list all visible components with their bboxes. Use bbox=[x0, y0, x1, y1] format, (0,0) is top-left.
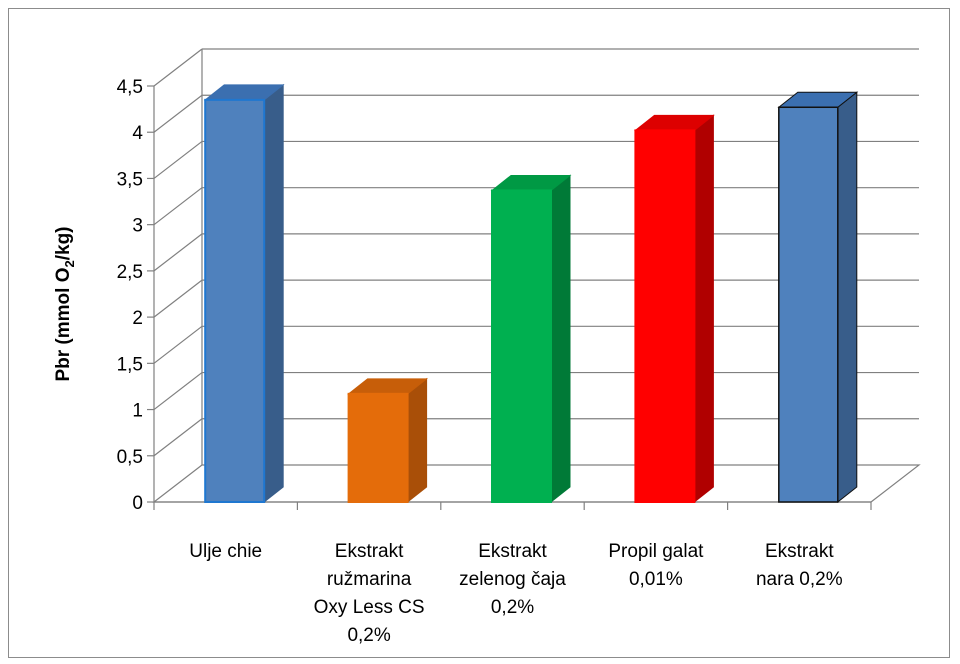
x-tick-label-line: 0,2% bbox=[491, 597, 534, 618]
x-tick-labels: Ulje chie Ekstrakt ružmarina Oxy Less CS 0,2… bbox=[189, 541, 842, 646]
x-tick-label-line: Ulje chie bbox=[189, 541, 262, 562]
gridline-depth bbox=[153, 325, 203, 364]
y-axis-label: Pbr (mmol O2/kg) bbox=[53, 226, 77, 381]
bar-chart: 0 0,5 1 1,5 2 2,5 3 3,5 4 4,5 Ulje chie Ekstrakt ru… bbox=[53, 48, 921, 646]
y-tick-label: 1,5 bbox=[117, 354, 143, 375]
x-tick-label-line: Propil galat bbox=[608, 541, 704, 562]
gridline-depth bbox=[153, 94, 203, 133]
bar bbox=[633, 114, 715, 504]
gridline-depth bbox=[153, 187, 203, 226]
y-axis-label-sub: 2 bbox=[62, 260, 77, 267]
x-tick-label: Ekstrakt zelenog čaja 0,2% bbox=[459, 541, 566, 618]
y-tick-label: 0 bbox=[132, 493, 143, 514]
x-tick-label-line: ružmarina bbox=[327, 569, 412, 590]
x-tick-label: Ekstrakt ružmarina Oxy Less CS 0,2% bbox=[314, 541, 425, 646]
gridline-depth bbox=[153, 372, 203, 411]
bar-front bbox=[634, 129, 696, 504]
gridline-depth bbox=[153, 279, 203, 318]
y-tick-label: 2 bbox=[132, 308, 143, 329]
bar-front bbox=[347, 392, 409, 503]
y-axis-label-main: Pbr (mmol O bbox=[53, 268, 74, 382]
bar bbox=[490, 174, 572, 504]
x-tick-label-line: Ekstrakt bbox=[765, 541, 834, 562]
y-tick-label: 1 bbox=[132, 401, 143, 422]
bar-front bbox=[778, 106, 839, 503]
bar-side bbox=[263, 83, 284, 504]
gridline-depth bbox=[153, 418, 203, 457]
y-tick-label: 0,5 bbox=[117, 447, 143, 468]
bar bbox=[203, 83, 285, 504]
x-tick-label-line: Ekstrakt bbox=[478, 541, 547, 562]
y-tick-label: 2,5 bbox=[117, 262, 143, 283]
chart-frame: 0 0,5 1 1,5 2 2,5 3 3,5 4 4,5 Ulje chie Ekstrakt ru… bbox=[8, 8, 950, 658]
y-tick-label: 3,5 bbox=[117, 169, 143, 190]
y-tick-label: 4,5 bbox=[117, 77, 143, 98]
x-tick-label-line: Ekstrakt bbox=[335, 541, 404, 562]
x-tick-label-line: 0,2% bbox=[347, 625, 390, 646]
bar-side bbox=[407, 377, 428, 504]
x-tick-label-line: Oxy Less CS bbox=[314, 597, 425, 618]
x-tick-label: Ekstrakt nara 0,2% bbox=[756, 541, 843, 590]
x-tick-label: Ulje chie bbox=[189, 541, 262, 562]
y-tick-labels: 0 0,5 1 1,5 2 2,5 3 3,5 4 4,5 bbox=[117, 77, 144, 514]
gridline-depth bbox=[153, 233, 203, 272]
x-tick-label-line: nara 0,2% bbox=[756, 569, 843, 590]
bar-side bbox=[837, 91, 858, 504]
x-tick-label-line: 0,01% bbox=[629, 569, 683, 590]
y-tick-label: 3 bbox=[132, 216, 143, 237]
bar-front bbox=[491, 189, 552, 503]
bar-front bbox=[204, 98, 266, 503]
bar bbox=[347, 377, 429, 504]
y-tick-label: 4 bbox=[132, 123, 143, 144]
bars bbox=[203, 83, 859, 504]
x-tick-label-line: zelenog čaja bbox=[459, 569, 566, 590]
bar-side bbox=[693, 114, 714, 504]
bar-side bbox=[550, 174, 571, 504]
gridline-depth bbox=[153, 140, 203, 179]
bar bbox=[777, 91, 859, 504]
gridline-depth bbox=[153, 48, 203, 87]
x-tick-label: Propil galat 0,01% bbox=[608, 541, 704, 590]
y-axis-label-tail: /kg) bbox=[53, 226, 74, 260]
